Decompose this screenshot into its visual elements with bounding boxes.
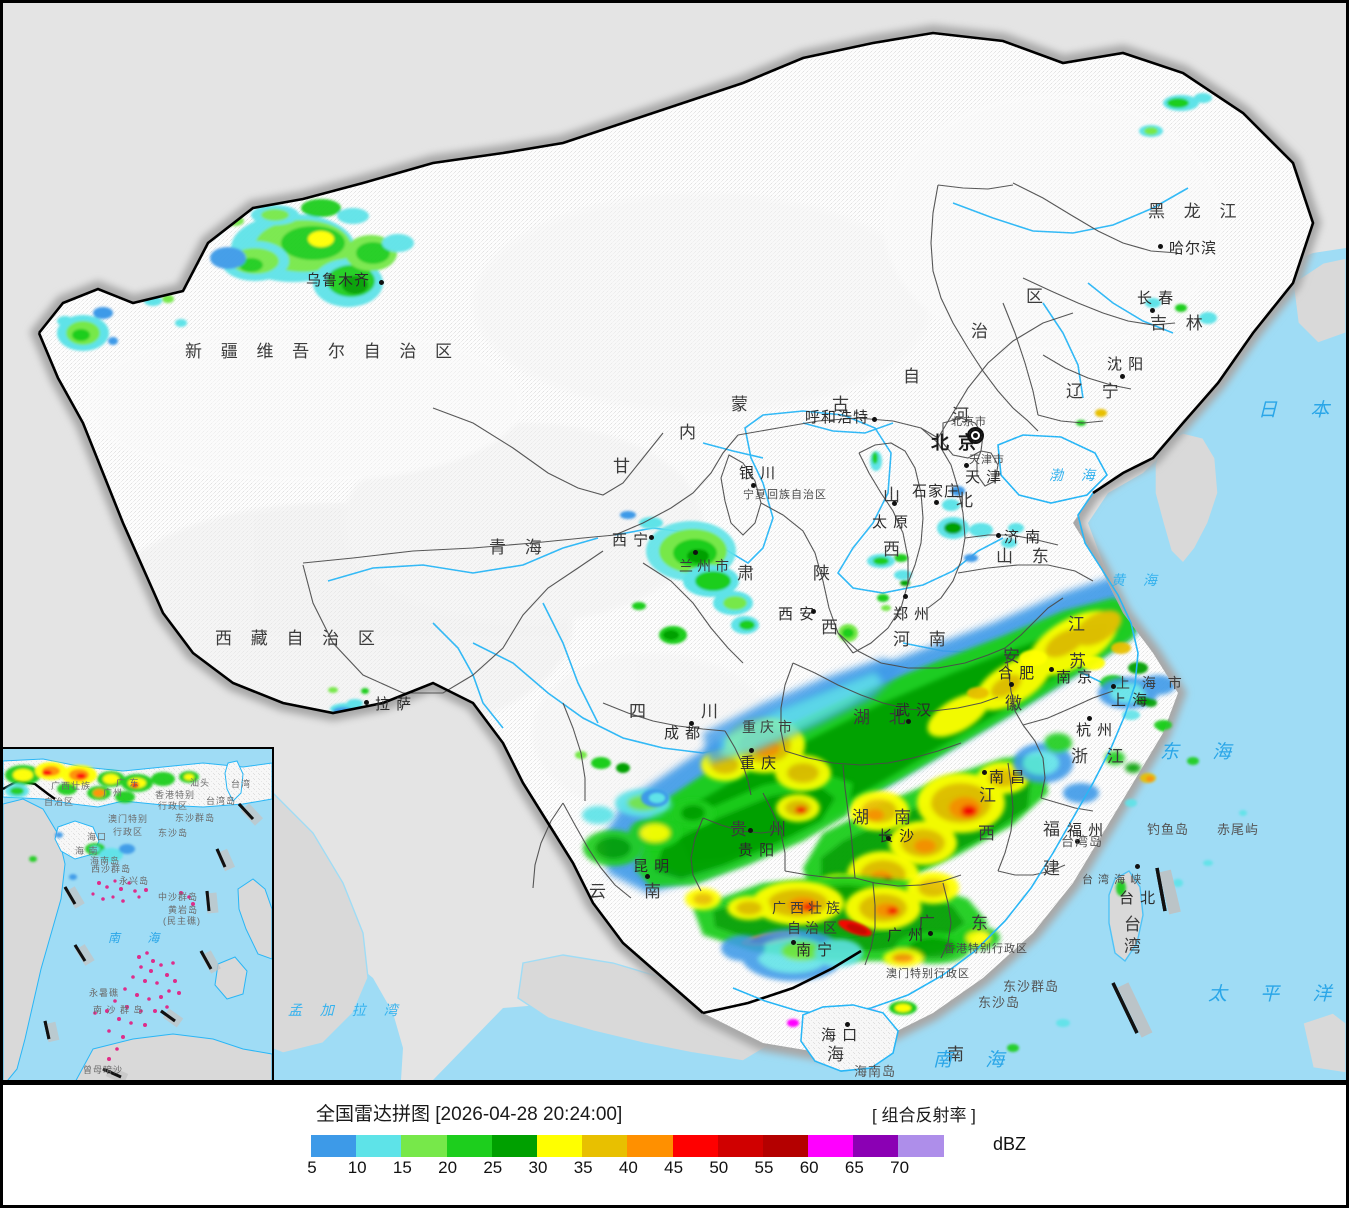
city-dot-xian — [811, 609, 816, 614]
nine-dash-line-top — [43, 802, 255, 1079]
colorbar-swatch-60 — [808, 1135, 854, 1157]
reef-symbols — [91, 879, 195, 1061]
city-dot-wuhan — [906, 719, 911, 724]
colorbar-swatch-55 — [762, 1135, 809, 1157]
inset-map-svg — [3, 749, 272, 1080]
colorbar-tick-60: 60 — [799, 1158, 819, 1177]
city-dot-shijiazhuang — [934, 500, 939, 505]
colorbar-swatch-40 — [627, 1135, 673, 1157]
city-dot-zhengzhou — [903, 594, 908, 599]
map-panel[interactable]: 新 疆 维 吾 尔 自 治 区西 藏 自 治 区青 海内蒙古自治区黑 龙 江吉 … — [0, 0, 1349, 1083]
colorbar-tick-55: 55 — [754, 1158, 774, 1177]
city-dot-hefei — [1009, 682, 1014, 687]
city-dot-fuzhou — [1075, 839, 1080, 844]
colorbar-tick-35: 35 — [573, 1158, 593, 1177]
legend-title: 全国雷达拼图 [2026-04-28 20:24:00] — [316, 1104, 623, 1125]
colorbar-tick-30: 30 — [528, 1158, 548, 1177]
city-dot-shenyang — [1120, 374, 1125, 379]
city-dot-xining — [649, 535, 654, 540]
city-dot-changchun — [1150, 308, 1155, 313]
city-dot-chongqing_c — [749, 748, 754, 753]
echo-gansu — [620, 511, 759, 644]
city-dot-guangzhou — [928, 931, 933, 936]
colorbar-swatch-65 — [853, 1135, 899, 1157]
echo-xinjiang — [201, 199, 414, 307]
capital-marker-beijing — [967, 427, 984, 444]
city-dot-taibei — [1135, 864, 1140, 869]
colorbar-swatch-70 — [898, 1135, 944, 1157]
echo-sichuan — [575, 751, 669, 807]
echo-south-china — [685, 872, 1000, 981]
nine-dash-shadow — [1117, 869, 1181, 1038]
colorbar-tick-45: 45 — [664, 1158, 684, 1177]
inset-radar-echoes — [5, 762, 199, 880]
colorbar-tick-5: 5 — [307, 1158, 317, 1177]
colorbar-swatch-20 — [446, 1135, 492, 1157]
city-dot-kunming — [645, 874, 650, 879]
colorbar-swatch-10 — [356, 1135, 402, 1157]
echo-xinjiang-misc — [108, 295, 187, 345]
city-dot-guiyang — [748, 828, 753, 833]
colorbar-swatch-15 — [401, 1135, 447, 1157]
city-dot-haikou — [845, 1022, 850, 1027]
radar-echo-layer — [57, 93, 1217, 1053]
city-dot-taiyuan — [892, 501, 897, 506]
city-dot-lanzhou — [693, 550, 698, 555]
colorbar-tick-20: 20 — [438, 1158, 458, 1177]
city-dot-yinchuan — [751, 483, 756, 488]
city-dot-changsha — [886, 836, 891, 841]
city-dot-nanchang — [982, 770, 987, 775]
echo-chongqing-guizhou — [635, 658, 903, 887]
city-dot-shanghai_c — [1111, 684, 1116, 689]
colorbar-swatch-25 — [491, 1135, 537, 1157]
legend-product-label: [ 组合反射率 ] — [872, 1106, 976, 1125]
colorbar-tick-65: 65 — [844, 1158, 864, 1177]
nine-dash-shadow — [44, 803, 264, 1080]
city-dot-nanning — [791, 940, 796, 945]
city-dot-nanjing — [1049, 667, 1054, 672]
colorbar-tick-10: 10 — [347, 1158, 367, 1177]
echo-xinjiang-west — [57, 307, 113, 351]
city-dot-tianjin — [964, 463, 969, 468]
colorbar-tick-50: 50 — [709, 1158, 729, 1177]
echo-jiangxi-hunan — [803, 733, 1141, 908]
colorbar-tick-25: 25 — [483, 1158, 503, 1177]
colorbar-swatch-5 — [311, 1135, 357, 1157]
city-dot-harbin — [1158, 244, 1163, 249]
inset-map-south-china-sea[interactable]: 广 东广西壮族 自治区 广州 台湾 台湾岛 汕头 香港特别 行政区 澳门特别 行政区 东沙群岛 东沙岛… — [3, 747, 274, 1080]
province-boundaries — [302, 182, 1179, 966]
colorbar-tick-15: 15 — [392, 1158, 412, 1177]
national-border — [37, 31, 1315, 1015]
city-dot-huhehaote — [872, 417, 877, 422]
city-dot-chengdu — [689, 721, 694, 726]
city-dot-jinan — [996, 533, 1001, 538]
city-dot-urumqi — [379, 280, 384, 285]
echo-northeast — [1076, 93, 1217, 426]
colorbar-tick-labels: 5 10 15 20 25 30 35 40 45 50 55 60 65 70 — [307, 1158, 1001, 1178]
reflectivity-colorbar[interactable] — [311, 1135, 944, 1157]
colorbar-unit-label: dBZ — [993, 1134, 1027, 1154]
colorbar-tick-40: 40 — [618, 1158, 638, 1177]
colorbar-swatch-45 — [672, 1135, 718, 1157]
colorbar-swatch-35 — [582, 1135, 628, 1157]
radar-echo-offshore — [1007, 697, 1247, 1052]
colorbar-swatch-30 — [536, 1135, 583, 1157]
colorbar-tick-70: 70 — [890, 1158, 910, 1177]
hainan-island — [800, 1004, 899, 1072]
colorbar-swatch-50 — [717, 1135, 763, 1157]
city-dot-lhasa — [364, 700, 369, 705]
echo-shaanxi — [838, 554, 910, 642]
city-dot-hangzhou — [1087, 716, 1092, 721]
nine-dash-segments-top — [1111, 867, 1167, 1034]
